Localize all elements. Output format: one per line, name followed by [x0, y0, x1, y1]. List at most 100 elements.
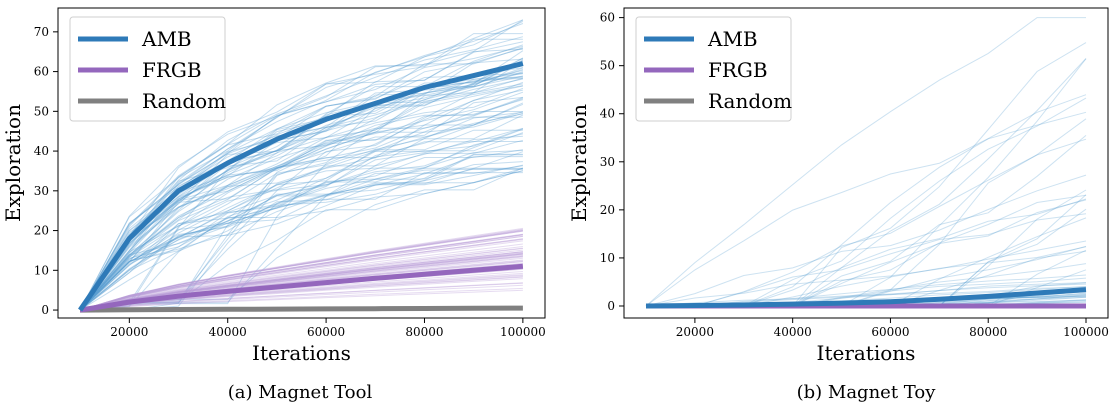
run-line-frgb	[80, 276, 523, 311]
run-line-amb	[79, 85, 523, 311]
run-line-frgb	[80, 284, 523, 311]
run-line-amb	[79, 128, 524, 311]
mean-line-frgb	[79, 263, 524, 313]
run-line-amb	[79, 38, 523, 311]
y-axis-label: Exploration	[567, 104, 591, 222]
run-line-frgb	[79, 229, 523, 311]
run-line-amb	[79, 165, 523, 311]
run-line-amb	[79, 33, 523, 311]
panel-magnet-tool: 20000 40000 60000 80000 100000 0 10 20 30 40 50 60…	[1, 7, 546, 403]
x-tick-label: 20000	[676, 325, 714, 339]
y-tick-label: 40	[600, 107, 615, 121]
run-line-frgb	[79, 230, 523, 311]
run-line-amb	[80, 60, 524, 311]
run-line-amb	[79, 111, 524, 311]
y-tick-label: 0	[607, 299, 615, 313]
run-line-amb	[80, 170, 524, 311]
run-line-amb	[80, 75, 523, 311]
y-tick-label: 70	[34, 25, 49, 39]
run-line-amb	[79, 139, 524, 311]
x-tick-label: 100000	[1063, 325, 1109, 339]
legend-label-frgb: FRGB	[142, 58, 202, 82]
x-axis-ticks: 20000 40000 60000 80000 100000	[110, 318, 546, 339]
mean-lines	[78, 61, 524, 313]
run-line-amb	[79, 78, 524, 311]
run-line-amb	[79, 150, 523, 311]
run-line-amb	[79, 167, 523, 311]
run-line-amb	[79, 167, 524, 311]
run-line-frgb	[79, 251, 523, 311]
x-tick-label: 20000	[110, 325, 148, 339]
run-line-amb	[79, 23, 524, 311]
x-tick-label: 60000	[307, 325, 345, 339]
x-tick-label: 60000	[871, 325, 909, 339]
run-line-amb	[79, 135, 523, 311]
run-line-amb	[79, 36, 524, 311]
y-tick-label: 20	[600, 203, 615, 217]
run-line-amb	[79, 154, 523, 311]
run-line-frgb	[80, 282, 523, 311]
run-line-amb	[79, 68, 524, 311]
x-tick-label: 40000	[774, 325, 812, 339]
plot-frame	[623, 7, 1109, 319]
y-axis-ticks: 0 10 20 30 40 50 60 70	[34, 25, 58, 317]
x-tick-label: 100000	[500, 325, 546, 339]
run-line-amb	[79, 87, 524, 311]
legend-label-amb: AMB	[707, 27, 758, 51]
run-line-amb	[79, 48, 523, 311]
plot-frame	[57, 7, 546, 319]
legend: AMB FRGB Random	[69, 16, 226, 122]
legend-label-random: Random	[708, 89, 792, 113]
panel-caption: (b) Magnet Toy	[797, 382, 937, 403]
run-line-frgb	[79, 228, 523, 311]
run-line-amb	[646, 97, 1087, 307]
run-line-amb	[79, 116, 523, 311]
run-line-amb	[79, 128, 524, 311]
run-line-frgb	[79, 246, 523, 311]
run-line-frgb	[79, 238, 523, 311]
x-axis-ticks: 20000 40000 60000 80000 100000	[676, 318, 1109, 339]
run-line-amb	[79, 99, 524, 311]
mean-line-random	[80, 305, 523, 313]
run-line-frgb	[79, 243, 523, 311]
run-line-frgb	[80, 255, 523, 311]
x-tick-label: 40000	[209, 325, 247, 339]
mean-line-amb	[645, 287, 1087, 309]
run-line-frgb	[79, 233, 523, 311]
run-line-frgb	[80, 289, 523, 311]
run-line-frgb	[79, 249, 523, 311]
y-tick-label: 20	[34, 224, 49, 238]
run-line-frgb	[79, 230, 523, 311]
run-line-amb	[646, 213, 1087, 307]
run-line-amb	[80, 81, 524, 311]
y-tick-label: 60	[600, 11, 615, 25]
run-line-frgb	[79, 238, 523, 311]
run-line-frgb	[79, 252, 523, 311]
run-line-amb	[79, 112, 524, 311]
run-line-amb	[79, 114, 524, 311]
run-line-amb	[79, 50, 524, 311]
run-line-frgb	[79, 251, 523, 311]
run-line-amb	[79, 97, 524, 311]
x-axis-label: Iterations	[252, 341, 351, 365]
run-line-amb	[79, 45, 524, 311]
run-line-amb	[79, 113, 523, 311]
run-line-amb	[79, 96, 523, 311]
run-line-frgb	[79, 253, 523, 311]
run-line-frgb	[79, 235, 523, 311]
run-line-frgb	[80, 287, 523, 311]
run-line-frgb	[79, 233, 523, 311]
run-line-amb	[79, 164, 524, 311]
x-tick-label: 80000	[405, 325, 443, 339]
run-line-frgb	[80, 278, 523, 311]
y-tick-label: 50	[34, 104, 49, 118]
run-line-amb	[79, 168, 523, 311]
run-line-amb	[79, 133, 524, 311]
legend: AMB FRGB Random	[635, 16, 792, 122]
legend-box	[635, 16, 792, 122]
run-line-amb	[79, 149, 523, 311]
mean-lines	[645, 287, 1087, 309]
run-line-amb	[79, 168, 523, 311]
run-line-amb	[79, 41, 524, 311]
